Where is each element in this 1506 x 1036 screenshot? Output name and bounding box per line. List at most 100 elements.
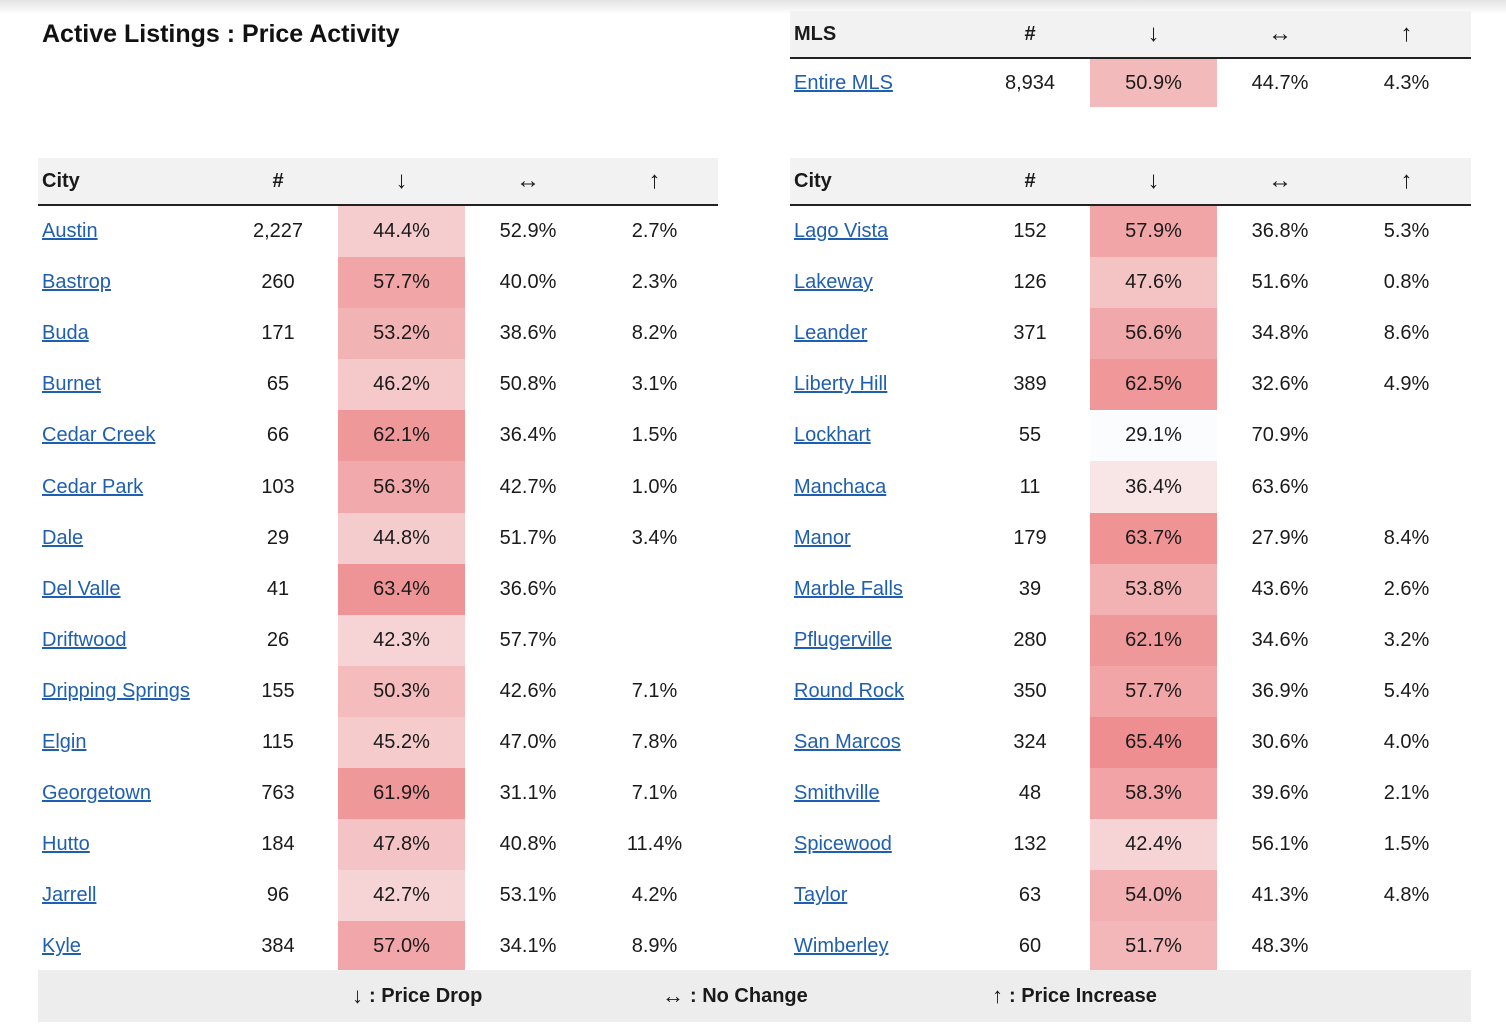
legend-no-change-label: : No Change bbox=[690, 984, 808, 1007]
no-change-percent: 41.3% bbox=[1251, 884, 1309, 907]
legend-price-drop-label: : Price Drop bbox=[369, 984, 483, 1007]
mls-row: Entire MLS 8,934 50.9% 44.7% 4.3% bbox=[790, 59, 1471, 107]
city-link[interactable]: Manchaca bbox=[794, 475, 887, 498]
city-cell: Manor bbox=[790, 527, 970, 550]
city-link[interactable]: Pflugerville bbox=[794, 628, 892, 651]
table-row: Driftwood 26 42.3% 57.7% bbox=[38, 614, 718, 666]
price-increase-column-header: ↑ bbox=[648, 167, 661, 194]
city-link[interactable]: San Marcos bbox=[794, 730, 901, 753]
city-link[interactable]: Austin bbox=[42, 220, 98, 243]
city-column-header: City bbox=[42, 169, 80, 192]
city-link[interactable]: Dripping Springs bbox=[42, 679, 190, 702]
city-link[interactable]: Cedar Park bbox=[42, 475, 144, 498]
no-change-percent: 36.8% bbox=[1251, 220, 1309, 243]
price-increase-percent: 2.1% bbox=[1383, 782, 1430, 805]
table-row: Del Valle 41 63.4% 36.6% bbox=[38, 563, 718, 615]
city-link[interactable]: Bastrop bbox=[42, 271, 111, 294]
city-link[interactable]: Lakeway bbox=[794, 271, 873, 294]
city-link[interactable]: Marble Falls bbox=[794, 577, 903, 600]
price-increase-percent: 1.5% bbox=[631, 424, 678, 447]
city-cell: Smithville bbox=[790, 782, 970, 805]
city-cell: Burnet bbox=[38, 373, 218, 396]
city-link[interactable]: Jarrell bbox=[42, 884, 97, 907]
listing-count: 29 bbox=[266, 526, 290, 549]
city-cell: Bastrop bbox=[38, 271, 218, 294]
city-cell: Pflugerville bbox=[790, 629, 970, 652]
table-row: Wimberley 60 51.7% 48.3% bbox=[790, 921, 1471, 973]
city-link[interactable]: Manor bbox=[794, 526, 851, 549]
no-change-percent: 53.1% bbox=[499, 884, 557, 907]
city-link[interactable]: Burnet bbox=[42, 373, 101, 396]
price-drop-column-header: ↓ bbox=[395, 167, 408, 194]
mls-link[interactable]: Entire MLS bbox=[794, 71, 893, 94]
city-link[interactable]: Wimberley bbox=[794, 935, 889, 958]
price-drop-percent: 57.0% bbox=[338, 921, 465, 973]
city-link[interactable]: Liberty Hill bbox=[794, 373, 888, 396]
price-increase-column-header: ↑ bbox=[1400, 20, 1413, 47]
table-row: Buda 171 53.2% 38.6% 8.2% bbox=[38, 308, 718, 360]
no-change-percent: 38.6% bbox=[499, 322, 557, 345]
city-link[interactable]: Round Rock bbox=[794, 679, 905, 702]
price-increase-percent: 4.8% bbox=[1383, 884, 1430, 907]
table-row: San Marcos 324 65.4% 30.6% 4.0% bbox=[790, 716, 1471, 769]
price-drop-percent: 51.7% bbox=[1090, 921, 1217, 973]
city-column-header: City bbox=[794, 169, 832, 192]
down-arrow-icon: ↓ bbox=[352, 983, 363, 1008]
city-link[interactable]: Kyle bbox=[42, 935, 81, 958]
listing-count: 184 bbox=[261, 833, 295, 856]
price-increase-percent: 4.0% bbox=[1383, 730, 1430, 753]
city-link[interactable]: Georgetown bbox=[42, 782, 151, 805]
table-row: Leander 371 56.6% 34.8% 8.6% bbox=[790, 308, 1471, 360]
table-row: Lakeway 126 47.6% 51.6% 0.8% bbox=[790, 257, 1471, 309]
no-change-percent: 34.8% bbox=[1251, 322, 1309, 345]
table-row: Bastrop 260 57.7% 40.0% 2.3% bbox=[38, 257, 718, 309]
city-table-right: City # ↓ ↔ ↑ Lago Vista 152 57.9% 36.8% 5.3%… bbox=[790, 158, 1471, 973]
city-link[interactable]: Driftwood bbox=[42, 628, 127, 651]
city-link[interactable]: Del Valle bbox=[42, 577, 121, 600]
city-link[interactable]: Buda bbox=[42, 322, 89, 345]
price-drop-percent: 50.3% bbox=[338, 665, 465, 717]
city-link[interactable]: Lago Vista bbox=[794, 220, 889, 243]
price-drop-percent: 47.6% bbox=[1090, 257, 1217, 309]
mls-column-header: MLS bbox=[794, 22, 837, 45]
city-cell: Jarrell bbox=[38, 884, 218, 907]
no-change-percent: 51.7% bbox=[499, 526, 557, 549]
city-link[interactable]: Leander bbox=[794, 322, 868, 345]
listing-count: 126 bbox=[1013, 271, 1047, 294]
city-cell: Lago Vista bbox=[790, 220, 970, 243]
mls-summary-table: MLS # ↓ ↔ ↑ Entire MLS 8,934 50.9% 44.7%… bbox=[790, 11, 1471, 107]
no-change-column-header: ↔ bbox=[1268, 20, 1292, 47]
city-link[interactable]: Dale bbox=[42, 526, 84, 549]
legend-no-change: ↔ : No Change bbox=[662, 983, 808, 1009]
no-change-percent: 70.9% bbox=[1251, 424, 1309, 447]
listing-count: 179 bbox=[1013, 526, 1047, 549]
table-row: Lago Vista 152 57.9% 36.8% 5.3% bbox=[790, 206, 1471, 258]
city-link[interactable]: Smithville bbox=[794, 782, 880, 805]
city-cell: Leander bbox=[790, 322, 970, 345]
city-cell: San Marcos bbox=[790, 731, 970, 754]
city-link[interactable]: Hutto bbox=[42, 833, 90, 856]
city-link[interactable]: Lockhart bbox=[794, 424, 871, 447]
price-drop-percent: 56.6% bbox=[1090, 308, 1217, 360]
listing-count: 371 bbox=[1013, 322, 1047, 345]
city-cell: Dripping Springs bbox=[38, 680, 218, 703]
city-link[interactable]: Taylor bbox=[794, 884, 848, 907]
city-link[interactable]: Spicewood bbox=[794, 833, 892, 856]
city-link[interactable]: Cedar Creek bbox=[42, 424, 156, 447]
city-table-left: City # ↓ ↔ ↑ Austin 2,227 44.4% 52.9% 2.7% Ba… bbox=[38, 158, 718, 973]
price-drop-percent: 62.5% bbox=[1090, 359, 1217, 411]
city-cell: Spicewood bbox=[790, 833, 970, 856]
listing-count: 115 bbox=[262, 730, 294, 753]
table-row: Austin 2,227 44.4% 52.9% 2.7% bbox=[38, 206, 718, 258]
listing-count: 103 bbox=[261, 475, 295, 498]
listing-count: 152 bbox=[1013, 220, 1047, 243]
city-link[interactable]: Elgin bbox=[42, 730, 87, 753]
city-cell: Del Valle bbox=[38, 578, 218, 601]
listing-count: 66 bbox=[266, 424, 290, 447]
price-increase-percent: 4.2% bbox=[631, 884, 678, 907]
price-drop-percent: 42.3% bbox=[338, 614, 465, 666]
price-increase-column-header: ↑ bbox=[1400, 167, 1413, 194]
city-cell: Round Rock bbox=[790, 680, 970, 703]
price-increase-percent: 3.1% bbox=[631, 373, 678, 396]
city-cell: Cedar Creek bbox=[38, 424, 218, 447]
